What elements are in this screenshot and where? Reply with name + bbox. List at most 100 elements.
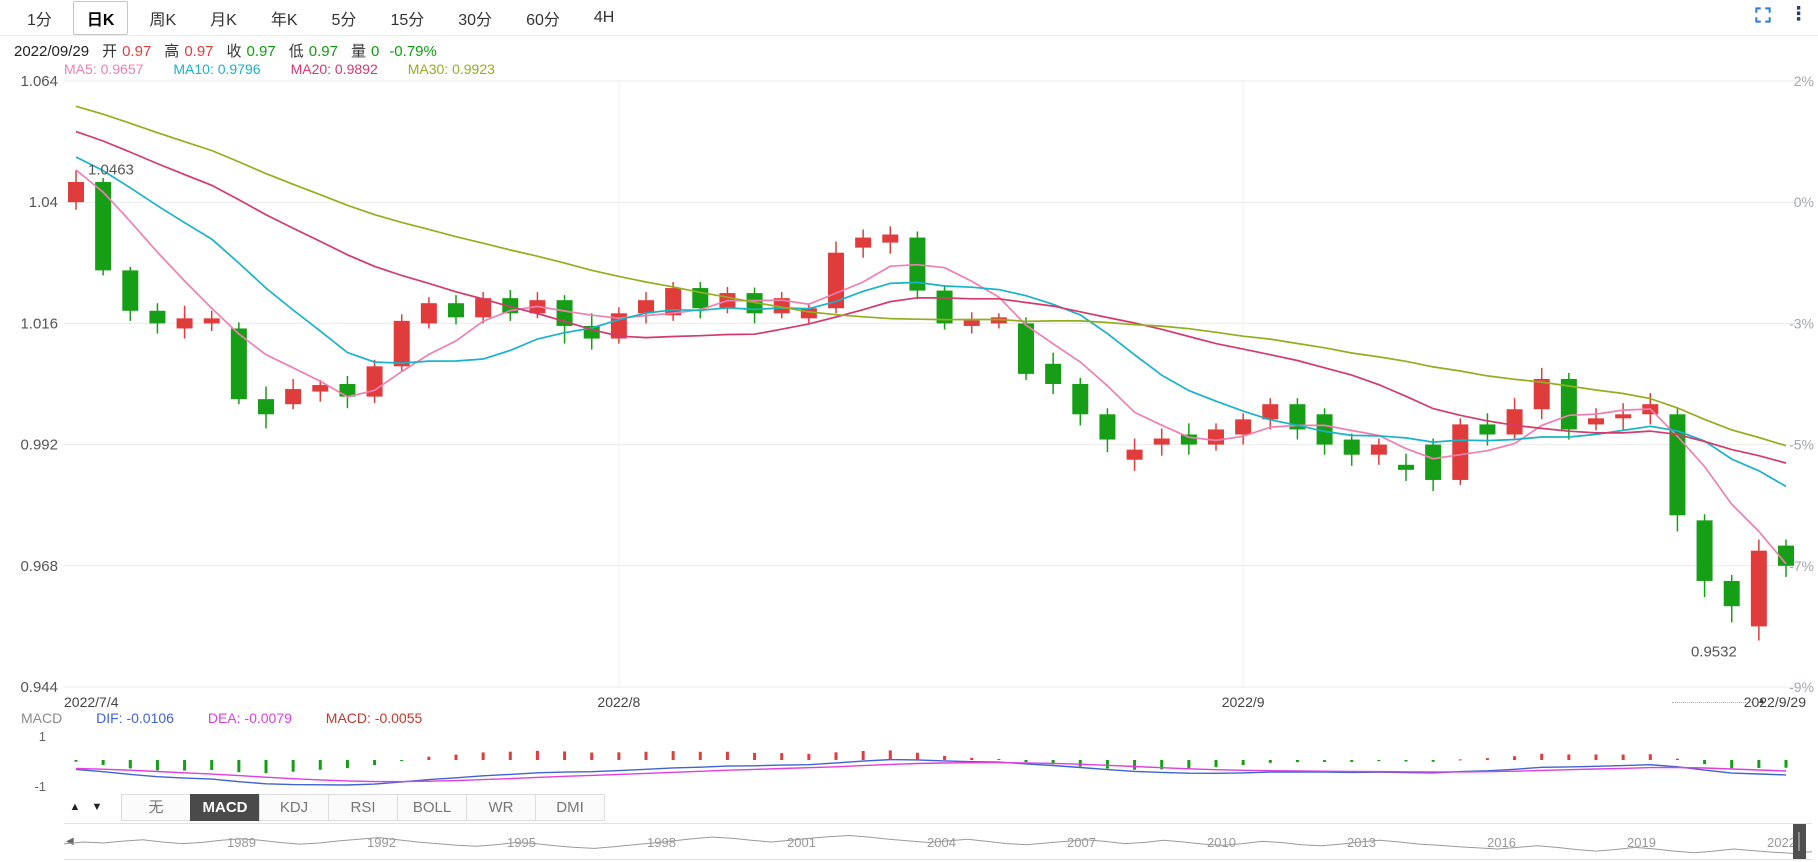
ma-legend-item: MA30: 0.9923 xyxy=(407,61,495,77)
timeframe-tab-月K[interactable]: 月K xyxy=(210,11,237,29)
fullscreen-expand-icon[interactable] xyxy=(1753,5,1773,25)
quote-field-value: 0 xyxy=(370,43,380,60)
macd-histogram-bar xyxy=(1241,760,1245,766)
timeframe-tab-4H[interactable]: 4H xyxy=(593,8,615,26)
high-price-annotation: 1.0463 xyxy=(88,161,134,178)
candle-body xyxy=(176,318,193,329)
macd-histogram-bar xyxy=(943,755,947,760)
macd-header: MACD DIF: -0.0106 DEA: -0.0079 MACD: -0.… xyxy=(21,710,452,726)
macd-histogram-bar xyxy=(400,760,404,761)
y-axis-percent-label: 2% xyxy=(1794,73,1814,89)
candle-body xyxy=(1425,444,1442,480)
candle-body xyxy=(855,237,872,248)
indicator-tab-WR[interactable]: WR xyxy=(466,793,536,821)
macd-histogram-bar xyxy=(1214,760,1218,768)
candle-body xyxy=(665,288,682,316)
macd-axis-top-label: 1 xyxy=(39,729,46,744)
timeframe-tab-30分[interactable]: 30分 xyxy=(458,11,493,29)
macd-dea-value: DEA: -0.0079 xyxy=(207,710,292,726)
quote-line: 2022/09/29 开 0.97 高 0.97 收 0.97 低 0.97 量 0 -0.79% xyxy=(14,40,437,61)
candle-body xyxy=(1533,378,1550,410)
candle-body xyxy=(1018,323,1034,374)
main-chart-canvas[interactable]: 1.064 2% 1.04 0% 1.016 -3% 0.992 -5% 0.968 -7% 0.9… xyxy=(0,0,1818,820)
timeframe-tab-年K[interactable]: 年K xyxy=(270,11,298,29)
timeframe-tab-周K[interactable]: 周K xyxy=(149,11,177,29)
timeframe-tab-日K[interactable]: 日K xyxy=(72,0,129,35)
candle-body xyxy=(258,399,274,415)
macd-histogram-bar xyxy=(128,760,132,769)
indicator-tabs: 无 MACD KDJ RSI BOLL WR DMI xyxy=(121,793,605,821)
indicator-pane-down-button[interactable]: ▼ xyxy=(91,801,103,813)
quote-field-value: 0.97 xyxy=(246,43,276,60)
candle-body xyxy=(1696,520,1713,581)
candle-body xyxy=(882,234,899,243)
panel-resize-handle[interactable]: ▲ xyxy=(1672,695,1766,705)
timeframe-tab-15分[interactable]: 15分 xyxy=(390,11,425,29)
quote-date: 2022/09/29 xyxy=(14,43,90,60)
navigator-history-line xyxy=(64,834,1812,854)
indicator-tab-KDJ[interactable]: KDJ xyxy=(259,793,329,821)
macd-histogram-bar xyxy=(264,760,268,774)
macd-histogram-bar xyxy=(535,750,539,760)
macd-histogram-bar xyxy=(671,751,675,760)
macd-histogram-bar xyxy=(373,760,377,766)
macd-histogram-bar xyxy=(1268,760,1272,763)
timeframe-tab-60分[interactable]: 60分 xyxy=(526,11,560,29)
candle-body xyxy=(990,317,1007,324)
candle-body xyxy=(1615,414,1632,419)
quote-field-value: 0.97 xyxy=(122,43,152,60)
indicator-tab-MACD[interactable]: MACD xyxy=(190,793,260,821)
y-axis-percent-label: 0% xyxy=(1794,194,1814,210)
candle-body xyxy=(149,310,166,324)
timeframe-tab-1分[interactable]: 1分 xyxy=(27,11,52,29)
candle-body xyxy=(1370,444,1387,455)
collapse-panel-icon[interactable]: ▲ xyxy=(1757,695,1766,705)
candle-body xyxy=(1289,404,1306,430)
macd-histogram-bar xyxy=(1160,760,1164,770)
macd-histogram-bar xyxy=(1295,760,1299,763)
candle-body xyxy=(1750,550,1767,627)
navigator-left-arrow-icon[interactable]: ◀ xyxy=(66,836,74,847)
indicator-tab-无[interactable]: 无 xyxy=(121,793,191,821)
macd-histogram-bar xyxy=(155,760,159,771)
y-axis-price-label: 1.04 xyxy=(29,194,58,211)
y-axis-price-label: 1.064 xyxy=(20,73,58,90)
history-navigator[interactable]: ◀ 1989 1992 1995 1998 2001 2004 2007 2010 2013 20… xyxy=(64,823,1812,860)
macd-histogram-bar xyxy=(1621,754,1625,760)
indicator-pane-up-button[interactable]: ▲ xyxy=(69,801,81,813)
macd-histogram-bar xyxy=(1757,760,1761,768)
macd-dif-line xyxy=(75,758,1787,786)
candle-body xyxy=(122,270,139,311)
navigator-window-handle[interactable] xyxy=(1793,824,1806,859)
date-axis: 2022/7/4 2022/8 2022/9 2022/9/29 xyxy=(0,694,1818,712)
candle-body xyxy=(1316,414,1333,445)
macd-macd-value: MACD: -0.0055 xyxy=(325,710,423,726)
candle-body xyxy=(366,366,383,397)
macd-histogram-bar xyxy=(1404,760,1408,762)
macd-histogram-bar xyxy=(1485,758,1489,760)
candle-body xyxy=(1588,418,1604,425)
quote-field-value: 0.97 xyxy=(184,43,214,60)
macd-histogram-bar xyxy=(780,753,784,760)
navigator-sparkline xyxy=(64,834,1812,854)
macd-histogram-bar xyxy=(1024,760,1028,763)
indicator-tab-RSI[interactable]: RSI xyxy=(328,793,398,821)
timeframe-tab-5分[interactable]: 5分 xyxy=(331,11,357,29)
y-axis-price-label: 0.992 xyxy=(20,437,58,454)
macd-histogram-bar xyxy=(644,751,648,760)
indicator-tab-BOLL[interactable]: BOLL xyxy=(397,793,467,821)
more-options-icon[interactable]: ⋮ xyxy=(1789,4,1808,25)
macd-histogram-bar xyxy=(698,751,702,760)
date-label: 2022/9 xyxy=(1221,694,1265,710)
macd-histogram-bar xyxy=(1377,760,1381,762)
indicator-tab-DMI[interactable]: DMI xyxy=(535,793,605,821)
macd-histogram-bar xyxy=(1458,759,1462,761)
macd-dea-line xyxy=(75,761,1787,783)
macd-histogram-bar xyxy=(725,751,729,760)
navigator-year-label: 2019 xyxy=(1627,835,1656,850)
navigator-year-label: 2016 xyxy=(1487,835,1516,850)
macd-histogram-bar xyxy=(291,760,295,772)
y-axis-price-label: 0.968 xyxy=(20,558,58,575)
candle-body xyxy=(448,303,464,318)
candle-body xyxy=(1398,464,1414,470)
